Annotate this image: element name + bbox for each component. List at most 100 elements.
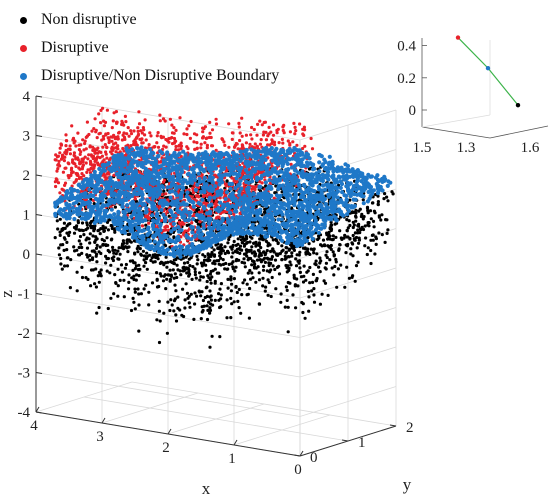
point-disruptive <box>116 144 120 148</box>
point-disruptive <box>244 141 248 145</box>
point-non-disruptive <box>57 246 61 250</box>
point-non-disruptive <box>322 279 326 283</box>
point-non-disruptive <box>113 273 117 277</box>
point-non-disruptive <box>196 222 200 226</box>
point-non-disruptive <box>266 244 270 248</box>
point-non-disruptive <box>208 308 213 312</box>
point-non-disruptive <box>207 276 211 280</box>
point-non-disruptive <box>244 237 248 241</box>
point-non-disruptive <box>88 253 92 258</box>
point-disruptive <box>70 171 74 175</box>
point-non-disruptive <box>122 295 126 299</box>
point-disruptive <box>75 173 79 177</box>
point-non-disruptive <box>186 296 190 300</box>
point-disruptive <box>59 157 64 161</box>
point-non-disruptive <box>307 167 312 171</box>
point-disruptive <box>199 146 203 150</box>
point-disruptive <box>210 128 215 132</box>
point-disruptive <box>68 147 72 152</box>
point-non-disruptive <box>82 233 86 237</box>
point-non-disruptive <box>310 289 314 293</box>
point-boundary <box>301 182 306 188</box>
point-disruptive <box>59 143 64 147</box>
point-disruptive <box>231 131 235 135</box>
point-non-disruptive <box>346 226 350 230</box>
point-disruptive <box>298 122 302 126</box>
point-disruptive <box>85 134 89 138</box>
point-non-disruptive <box>256 265 260 269</box>
point-disruptive <box>102 158 106 162</box>
point-non-disruptive <box>306 247 310 251</box>
point-non-disruptive <box>326 244 330 248</box>
point-non-disruptive <box>122 278 126 282</box>
point-disruptive <box>267 132 271 136</box>
point-non-disruptive <box>144 223 148 227</box>
point-non-disruptive <box>250 236 254 240</box>
point-non-disruptive <box>125 241 129 245</box>
point-non-disruptive <box>365 252 369 257</box>
point-non-disruptive <box>267 261 271 265</box>
point-non-disruptive <box>344 243 348 247</box>
point-non-disruptive <box>324 261 328 265</box>
point-non-disruptive <box>145 251 149 255</box>
point-disruptive <box>101 134 106 139</box>
point-disruptive <box>124 120 128 124</box>
point-non-disruptive <box>219 251 223 255</box>
point-disruptive <box>142 128 146 132</box>
point-disruptive <box>122 149 126 153</box>
point-non-disruptive <box>248 286 252 291</box>
point-non-disruptive <box>226 286 230 290</box>
point-non-disruptive <box>255 258 260 262</box>
point-non-disruptive <box>219 244 223 248</box>
point-non-disruptive <box>318 270 322 274</box>
point-non-disruptive <box>376 200 380 204</box>
point-disruptive <box>99 150 103 154</box>
legend-label-disruptive: Disruptive <box>41 39 109 56</box>
point-non-disruptive <box>99 268 103 272</box>
point-non-disruptive <box>301 310 305 315</box>
point-non-disruptive <box>218 335 222 339</box>
point-non-disruptive <box>257 302 261 306</box>
point-non-disruptive <box>219 293 223 297</box>
point-non-disruptive <box>325 255 329 260</box>
point-non-disruptive <box>129 240 133 244</box>
point-non-disruptive <box>263 260 267 264</box>
point-non-disruptive <box>111 248 115 252</box>
point-non-disruptive <box>163 273 167 277</box>
point-disruptive <box>230 137 234 141</box>
point-disruptive <box>95 136 99 140</box>
point-non-disruptive <box>353 238 357 242</box>
point-disruptive <box>98 156 102 160</box>
point-disruptive <box>100 154 104 158</box>
point-non-disruptive <box>184 282 188 286</box>
point-non-disruptive <box>246 271 250 275</box>
point-non-disruptive <box>157 284 161 289</box>
point-disruptive <box>204 201 208 206</box>
point-disruptive <box>286 139 290 143</box>
point-non-disruptive <box>63 264 67 268</box>
point-non-disruptive <box>171 268 175 272</box>
point-boundary <box>243 174 248 179</box>
point-non-disruptive <box>311 247 315 252</box>
point-non-disruptive <box>227 237 231 242</box>
point-non-disruptive <box>304 278 308 282</box>
point-non-disruptive <box>176 295 180 299</box>
point-disruptive <box>105 108 109 112</box>
point-non-disruptive <box>244 248 249 252</box>
point-non-disruptive <box>162 311 166 315</box>
point-disruptive <box>139 129 143 133</box>
point-boundary <box>181 149 186 154</box>
point-non-disruptive <box>288 247 292 251</box>
point-non-disruptive <box>200 264 204 268</box>
point-non-disruptive <box>190 277 194 281</box>
point-disruptive <box>218 196 222 200</box>
point-disruptive <box>179 154 183 159</box>
point-non-disruptive <box>202 258 207 262</box>
point-non-disruptive <box>280 257 284 262</box>
point-disruptive <box>83 141 87 146</box>
point-disruptive <box>78 152 82 156</box>
point-non-disruptive <box>298 266 302 270</box>
point-non-disruptive <box>292 275 296 280</box>
point-boundary <box>75 188 80 194</box>
point-non-disruptive <box>116 284 120 288</box>
